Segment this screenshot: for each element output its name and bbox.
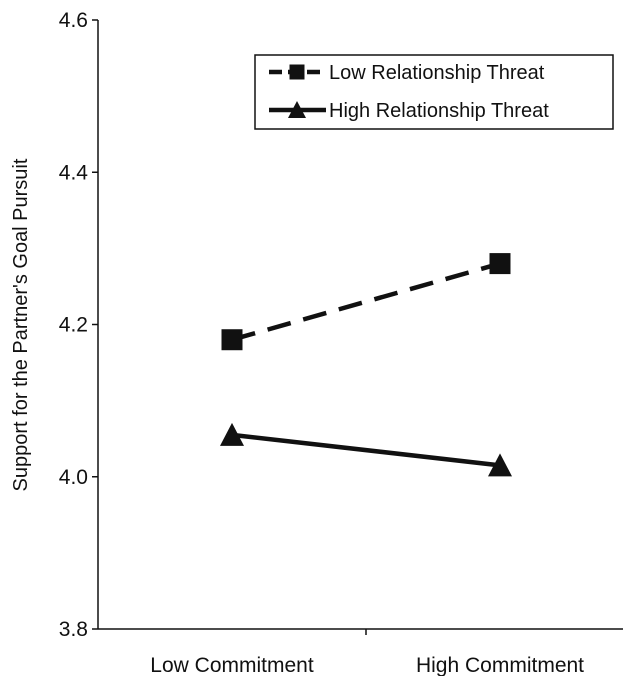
data-point-triangle: [220, 422, 244, 446]
y-tick-label: 4.2: [59, 314, 88, 337]
y-tick-label: 4.6: [59, 9, 88, 32]
legend-box: [254, 54, 614, 130]
data-point-square: [221, 329, 243, 351]
series-layer: [220, 253, 512, 477]
data-point-triangle: [488, 453, 512, 477]
legend-label-low-threat: Low Relationship Threat: [329, 62, 545, 84]
x-ticks: Low Commitment High Commitment: [150, 629, 584, 676]
y-ticks: 3.8 4.0 4.2 4.4 4.6: [59, 9, 98, 641]
data-point-square: [489, 253, 511, 275]
series-line-high-threat: [231, 432, 501, 468]
legend-marker-triangle-icon: [288, 101, 306, 118]
legend-marker-square-icon: [289, 64, 305, 80]
legend-label-high-threat: High Relationship Threat: [329, 100, 549, 122]
x-tick-label: Low Commitment: [150, 654, 314, 676]
y-tick-label: 4.4: [59, 161, 89, 184]
y-tick-label: 3.8: [59, 618, 88, 641]
legend: Low Relationship Threat High Relationshi…: [254, 54, 614, 130]
series-line-low-threat: [231, 261, 501, 342]
y-tick-label: 4.0: [59, 466, 88, 489]
x-tick-label: High Commitment: [416, 654, 584, 676]
y-axis-title: Support for the Partner's Goal Pursuit: [10, 158, 32, 491]
